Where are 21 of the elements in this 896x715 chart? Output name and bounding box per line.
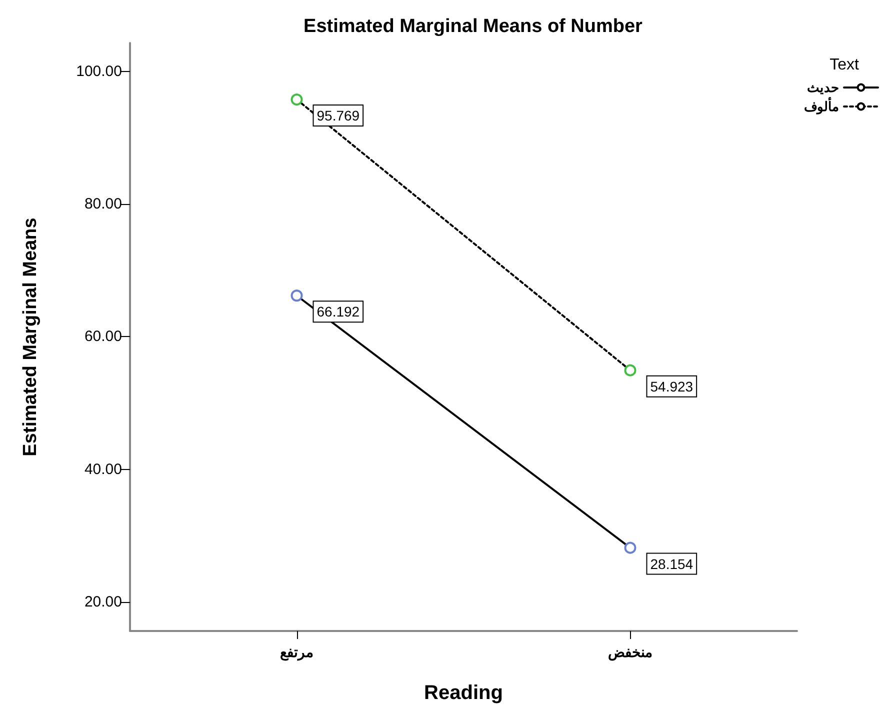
x-tick-label: مرتفع: [280, 644, 314, 661]
point: [290, 94, 303, 106]
x-tick-label: منخفض: [608, 644, 653, 661]
point: [624, 364, 636, 376]
point: [624, 542, 636, 554]
y-tick-label: 40.00: [84, 460, 122, 478]
y-axis-title: Estimated Marginal Means: [20, 218, 41, 456]
y-tick-label: 100.00: [76, 63, 122, 80]
y-tick-label: 60.00: [84, 328, 122, 346]
legend-label: مألوف: [804, 97, 839, 115]
data-label: 28.154: [650, 556, 694, 572]
y-tick-label: 80.00: [84, 196, 122, 213]
data-label: 95.769: [316, 108, 360, 124]
data-label: 54.923: [650, 378, 694, 394]
point: [290, 290, 303, 302]
legend-label: حديث: [807, 80, 839, 95]
y-tick-label: 20.00: [84, 593, 122, 610]
data-label: 66.192: [316, 304, 360, 320]
chart-title: Estimated Marginal Means of Number: [304, 16, 644, 37]
x-axis-title: Reading: [424, 682, 503, 704]
legend-title: Text: [830, 56, 860, 74]
